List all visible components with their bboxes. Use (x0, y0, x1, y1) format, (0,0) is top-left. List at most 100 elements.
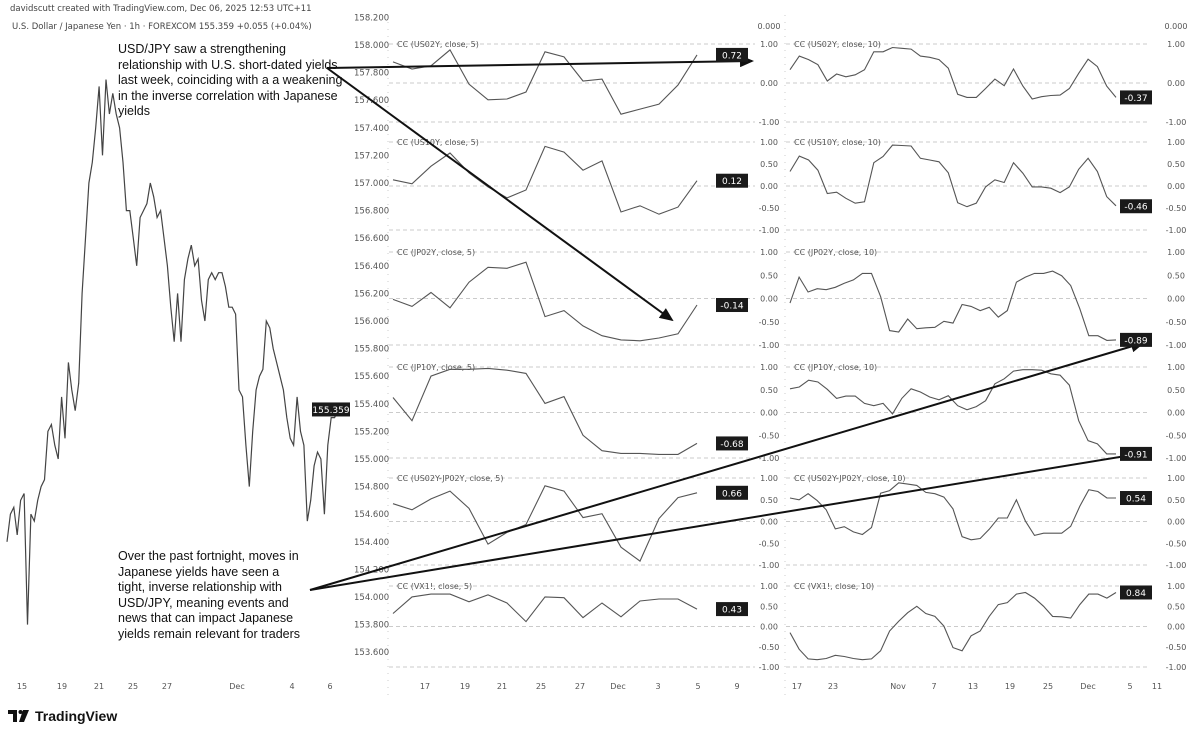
cc10-time-axis-tick: 13 (968, 682, 978, 691)
price-axis-tick: 155.800 (354, 345, 389, 355)
price-axis-tick: 158.200 (354, 13, 389, 23)
price-axis-tick: 158.000 (354, 41, 389, 51)
price-axis-tick: 156.800 (354, 207, 389, 217)
price-axis-tick: 154.800 (354, 483, 389, 493)
cc10-time-axis-tick: 5 (1127, 682, 1132, 691)
cc10-pane-2-axis-tick: 0.50 (1167, 160, 1185, 169)
cc5-pane-3-series (392, 261, 698, 342)
cc10-pane-6-last-value-badge: 0.84 (1126, 589, 1146, 599)
cc10-pane-6-axis-tick: -0.50 (1166, 643, 1187, 652)
cc10-time-axis-tick: 7 (931, 682, 936, 691)
time-axis-tick: 21 (94, 682, 104, 691)
cc10-pane-6-axis-tick: 1.00 (1167, 582, 1185, 591)
cc5-pane-3-axis-tick: -0.50 (759, 318, 780, 327)
cc10-pane-3-last-value-badge-bg (1120, 332, 1152, 347)
cc5-pane-6-axis-tick: -0.50 (759, 643, 780, 652)
cc10-pane-1-axis-tick: 0.00 (1167, 79, 1185, 88)
grid-layer (387, 15, 1150, 700)
cc5-pane-1-axis-tick: -1.00 (759, 118, 780, 127)
cc10-pane-1-label: CC (US02Y, close, 10) (794, 40, 881, 49)
price-axis-tick: 156.200 (354, 289, 389, 299)
cc10-pane-2-axis-tick: -1.00 (1166, 226, 1187, 235)
price-axis-tick: 156.400 (354, 262, 389, 272)
cc10-pane-3-axis-tick: -0.50 (1166, 318, 1187, 327)
cc10-pane-6-last-value-badge-bg (1120, 585, 1152, 600)
trendline-drawings[interactable] (309, 55, 1152, 591)
series-layer (6, 46, 1117, 661)
axis-layer: 158.200158.000157.800157.600157.400157.2… (17, 13, 1188, 691)
cc5-pane-6-axis-tick: 0.50 (760, 602, 778, 611)
cc5-pane-4-last-value-badge: -0.68 (720, 440, 744, 450)
cc10-pane-5-axis-tick: 0.50 (1167, 496, 1185, 505)
cc10-pane-3-axis-tick: 0.00 (1167, 295, 1185, 304)
symbol-info[interactable]: U.S. Dollar / Japanese Yen · 1h · FOREXC… (12, 22, 312, 32)
cc10-time-axis-tick: 25 (1043, 682, 1053, 691)
price-axis-tick: 157.400 (354, 124, 389, 134)
cc5-pane-5-label: CC (US02Y-JP02Y, close, 5) (397, 474, 503, 483)
cc5-pane-2-last-value-badge: 0.12 (722, 177, 742, 187)
cc5-pane-5-axis-tick: 0.00 (760, 518, 778, 527)
cc5-pane-2-axis-tick: 1.00 (760, 138, 778, 147)
cc5-pane-6-axis-tick: 1.00 (760, 582, 778, 591)
price-axis-tick: 157.800 (354, 69, 389, 79)
cc5-pane-4-axis-tick: -0.50 (759, 431, 780, 440)
cc5-time-axis-tick: 19 (460, 682, 470, 691)
cc5-time-axis-tick: Dec (610, 682, 625, 691)
arrow-to-jp02y-10[interactable] (309, 340, 1145, 591)
cc10-pane-3-label: CC (JP02Y, close, 10) (794, 248, 877, 257)
cc10-pane-3-series (789, 270, 1117, 341)
tradingview-logo-icon (8, 710, 29, 722)
time-axis-tick: 19 (57, 682, 67, 691)
cc10-pane-1-axis-tick: 1.00 (1167, 40, 1185, 49)
cc10-pane-3-axis-tick: -1.00 (1166, 341, 1187, 350)
cc5-time-axis-tick: 9 (734, 682, 739, 691)
cc5-time-axis-tick: 5 (695, 682, 700, 691)
price-axis-tick: 155.000 (354, 455, 389, 465)
cc10-pane-4-axis-tick: 1.00 (1167, 363, 1185, 372)
cc5-pane-6-last-value-badge: 0.43 (722, 606, 742, 616)
cc5-pane-2-series (392, 145, 698, 215)
usdjpy-price-line (6, 79, 339, 625)
price-axis-tick: 155.400 (354, 400, 389, 410)
cc5-time-axis-tick: 21 (497, 682, 507, 691)
cc10-pane-3-axis-tick: 1.00 (1167, 248, 1185, 257)
price-axis-tick: 157.000 (354, 179, 389, 189)
time-axis-tick: 15 (17, 682, 27, 691)
cc10-pane-6-label: CC (VX1!, close, 10) (794, 582, 874, 591)
cc10-pane-4-last-value-badge-bg (1120, 446, 1152, 461)
cc10-pane-2-label: CC (US10Y, close, 10) (794, 138, 881, 147)
cc10-time-axis-tick: 17 (792, 682, 802, 691)
cc10-pane-3-last-value-badge: -0.89 (1124, 336, 1148, 346)
annotation-bottom-note[interactable]: Over the past fortnight, moves in Japane… (118, 549, 301, 641)
cc5-pane-4-last-value-badge-bg (716, 436, 748, 451)
last-price-badge: 155.359 (312, 406, 349, 416)
cc5-pane-1-series (392, 49, 698, 115)
cc5-pane-5-series (392, 485, 698, 562)
cc10-pane-5-axis-tick: 0.00 (1167, 518, 1185, 527)
cc10-pane-4-axis-tick: 0.50 (1167, 386, 1185, 395)
cc5-pane-5-axis-tick: -0.50 (759, 539, 780, 548)
annotation-top-note[interactable]: USD/JPY saw a strengthening relationship… (118, 42, 343, 118)
cc10-pane-4-axis-tick: -0.50 (1166, 431, 1187, 440)
cc5-pane-3-axis-tick: -1.00 (759, 341, 780, 350)
cc5-pane-3-label: CC (JP02Y, close, 5) (397, 248, 475, 257)
price-axis-tick: 156.000 (354, 317, 389, 327)
cc10-pane-4-last-value-badge: -0.91 (1124, 450, 1147, 460)
time-axis-tick: 4 (289, 682, 294, 691)
cc10-pane-1-axis-tick: -1.00 (1166, 118, 1187, 127)
last-price-badge-bg (312, 402, 350, 417)
cc10-pane-4-axis-tick: 0.00 (1167, 409, 1185, 418)
tradingview-logo[interactable]: TradingView (8, 708, 117, 724)
cc5-pane-3-last-value-badge-bg (716, 298, 748, 313)
price-axis-tick: 154.000 (354, 593, 389, 603)
cc5-pane-5-axis-tick: 1.00 (760, 474, 778, 483)
arrow-to-us02y[interactable] (326, 55, 754, 69)
cc5-pane-3-last-value-badge: -0.14 (720, 302, 744, 312)
cc10-pane-2-last-value-badge-bg (1120, 199, 1152, 214)
cc10-pane-5-axis-tick: -1.00 (1166, 561, 1187, 570)
arrow-to-jp10y-10[interactable] (309, 448, 1152, 591)
cc10-pane-4-axis-tick: -1.00 (1166, 454, 1187, 463)
arrow-to-jp02y[interactable] (326, 67, 674, 322)
cc5-pane-3-axis-tick: 0.50 (760, 271, 778, 280)
